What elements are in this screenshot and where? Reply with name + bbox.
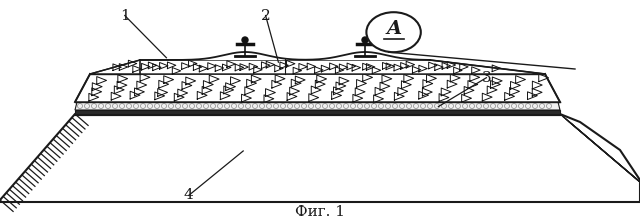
- Ellipse shape: [367, 12, 421, 52]
- Text: 2: 2: [260, 8, 271, 23]
- Polygon shape: [140, 52, 430, 60]
- Polygon shape: [75, 102, 560, 110]
- Polygon shape: [75, 74, 560, 102]
- Text: 3: 3: [481, 71, 492, 85]
- Polygon shape: [90, 60, 545, 74]
- Text: Фиг. 1: Фиг. 1: [295, 205, 345, 219]
- Circle shape: [362, 37, 368, 43]
- Polygon shape: [0, 114, 640, 202]
- Text: A: A: [386, 20, 401, 38]
- Circle shape: [242, 37, 248, 43]
- Polygon shape: [75, 110, 560, 115]
- Text: 1: 1: [120, 8, 130, 23]
- Text: 4: 4: [184, 188, 194, 202]
